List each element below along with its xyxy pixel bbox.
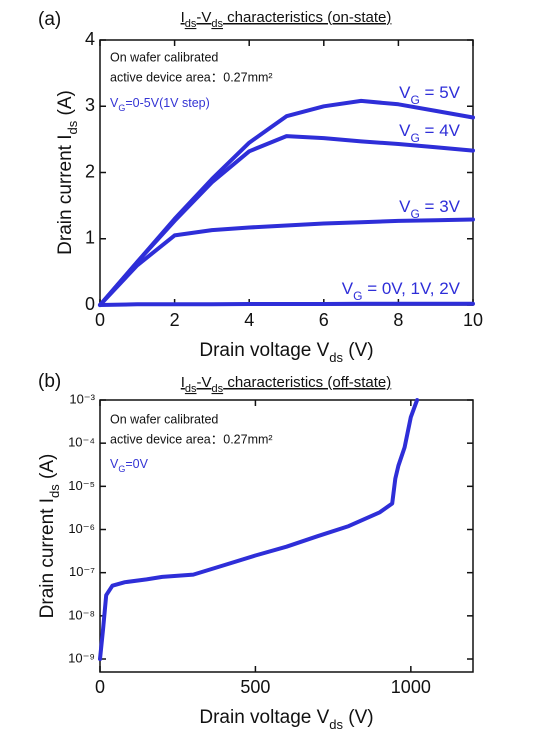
subscript: G: [353, 289, 362, 303]
text-part: -V: [197, 374, 212, 391]
series-label: VG = 5V: [399, 83, 461, 107]
y-tick-label: 2: [85, 161, 95, 181]
text-part: Drain voltage V: [199, 707, 329, 728]
chart-title: Ids-Vds characteristics (off-state): [181, 374, 392, 395]
subscript: G: [118, 103, 125, 113]
text-part: I: [181, 9, 185, 26]
series-label: VG = 4V: [399, 121, 461, 145]
panel-label: (b): [38, 371, 61, 392]
text-part: -V: [196, 9, 211, 26]
text-part: (V): [343, 707, 374, 728]
x-tick-label: 1000: [391, 677, 431, 697]
x-tick-label: 10: [463, 310, 483, 330]
chart-title: Ids-Vds characteristics (on-state): [181, 9, 392, 30]
text-part: =0-5V(1V step): [125, 96, 209, 110]
text-part: Drain current I: [37, 498, 58, 618]
subscript: ds: [185, 383, 197, 395]
y-tick-label: 10⁻⁵: [68, 478, 95, 493]
panel-label: (a): [38, 9, 61, 30]
y-tick-label: 10⁻⁸: [68, 607, 95, 622]
text-part: (A): [37, 454, 58, 485]
annotation: active device area：0.27mm²: [110, 70, 273, 84]
text-part: Drain voltage V: [199, 340, 329, 361]
subscript: ds: [329, 350, 343, 365]
x-axis-label: Drain voltage Vds (V): [199, 707, 373, 732]
text-part: V: [399, 197, 411, 216]
text-part: (V): [343, 340, 374, 361]
text-part: Drain current I: [55, 134, 76, 254]
x-tick-label: 4: [244, 310, 254, 330]
subscript: ds: [185, 18, 197, 30]
x-tick-label: 6: [319, 310, 329, 330]
text-part: characteristics (off-state): [223, 374, 391, 391]
y-axis-label: Drain current Ids (A): [37, 454, 62, 619]
text-part: I: [181, 374, 185, 391]
text-part: (A): [55, 90, 76, 121]
y-tick-label: 10⁻⁴: [68, 435, 95, 450]
subscript: G: [410, 207, 419, 221]
text-part: V: [399, 121, 411, 140]
data-line: [98, 217, 475, 307]
x-tick-label: 0: [95, 677, 105, 697]
subscript: ds: [65, 120, 80, 134]
text-part: V: [110, 457, 119, 471]
plot-frame: [99, 399, 474, 673]
series-label: VG = 0V, 1V, 2V: [342, 279, 461, 303]
x-axis-label: Drain voltage Vds (V): [199, 340, 373, 365]
subscript: ds: [212, 383, 224, 395]
subscript: G: [410, 131, 419, 145]
text-part: V: [342, 279, 354, 298]
subscript: ds: [211, 18, 223, 30]
text-part: =0V: [125, 457, 148, 471]
text-part: = 3V: [420, 197, 461, 216]
annotation: On wafer calibrated: [110, 412, 218, 426]
subscript: G: [118, 464, 125, 474]
text-part: = 0V, 1V, 2V: [362, 279, 460, 298]
text-part: V: [399, 83, 411, 102]
data-line: [98, 134, 475, 307]
y-axis-label: Drain current Ids (A): [55, 90, 80, 255]
y-tick-label: 10⁻³: [69, 391, 95, 406]
x-tick-label: 500: [240, 677, 270, 697]
annotation: VG=0V: [110, 457, 149, 474]
y-tick-label: 4: [85, 29, 95, 49]
annotation: On wafer calibrated: [110, 50, 218, 64]
text-part: = 4V: [420, 121, 461, 140]
data-line: [98, 301, 475, 307]
x-tick-label: 8: [393, 310, 403, 330]
data-line: [98, 398, 420, 661]
text-part: = 5V: [420, 83, 461, 102]
subscript: ds: [47, 484, 62, 498]
text-part: characteristics (on-state): [223, 9, 391, 26]
subscript: G: [410, 93, 419, 107]
y-tick-label: 1: [85, 228, 95, 248]
annotation: active device area：0.27mm²: [110, 432, 273, 446]
y-tick-label: 10⁻⁷: [69, 564, 95, 579]
series-label: VG = 3V: [399, 197, 461, 221]
y-tick-label: 10⁻⁶: [68, 521, 95, 536]
annotation: VG=0-5V(1V step): [110, 96, 210, 113]
y-tick-label: 0: [85, 294, 95, 314]
y-tick-label: 10⁻⁹: [68, 650, 95, 665]
y-tick-label: 3: [85, 95, 95, 115]
x-tick-label: 2: [170, 310, 180, 330]
x-tick-label: 0: [95, 310, 105, 330]
subscript: ds: [329, 717, 343, 732]
text-part: V: [110, 96, 119, 110]
